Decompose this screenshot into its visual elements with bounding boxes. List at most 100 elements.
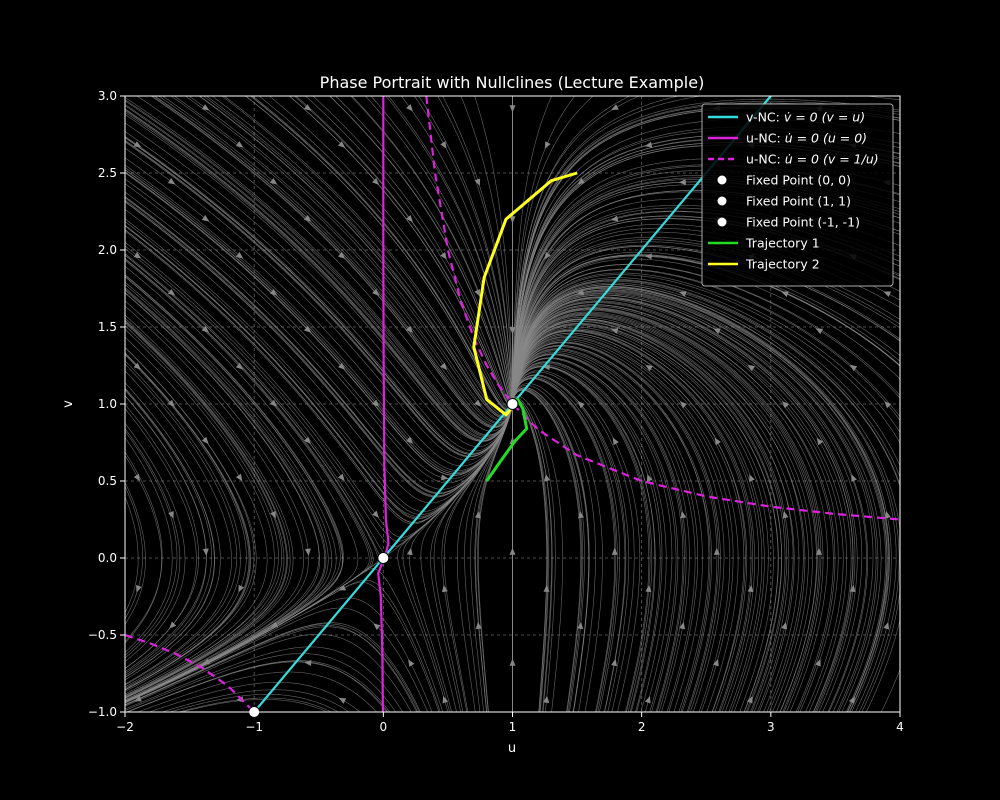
streamline — [410, 662, 433, 712]
streamline-arrow — [442, 695, 449, 704]
y-tick-label: −1.0 — [88, 705, 117, 719]
streamline — [757, 625, 786, 712]
streamline — [125, 97, 241, 183]
streamline — [137, 626, 419, 712]
streamline — [470, 408, 513, 663]
streamline — [716, 292, 900, 433]
streamline — [351, 96, 445, 220]
streamline — [387, 96, 479, 257]
streamline-arrow — [781, 291, 789, 297]
streamline — [512, 341, 718, 515]
streamline — [733, 662, 752, 712]
streamline — [666, 477, 696, 712]
legend-label: u-NC: u̇ = 0 (u = 0) — [746, 131, 867, 146]
streamline — [125, 440, 257, 692]
streamline-arrow — [714, 437, 721, 446]
streamline — [125, 428, 173, 515]
streamline — [512, 342, 718, 552]
streamline — [750, 403, 809, 712]
streamline — [611, 699, 615, 712]
streamline — [580, 96, 594, 109]
streamline — [125, 514, 215, 678]
streamline — [125, 229, 309, 405]
streamline — [125, 317, 139, 331]
streamline — [719, 588, 752, 712]
streamline — [578, 699, 581, 712]
streamline — [125, 329, 291, 699]
streamline — [512, 285, 888, 515]
streamline — [567, 514, 584, 712]
streamline — [597, 514, 618, 712]
streamline — [335, 96, 411, 183]
streamline — [545, 699, 547, 712]
streamline-arrow — [440, 252, 447, 260]
streamline — [716, 403, 774, 712]
streamline — [125, 353, 139, 368]
x-tick-label: 2 — [638, 720, 646, 734]
streamline — [852, 329, 900, 366]
streamline — [170, 96, 445, 368]
streamline — [125, 245, 139, 257]
streamline — [443, 551, 469, 712]
streamline — [125, 588, 275, 697]
streamline — [546, 96, 631, 183]
streamline — [512, 364, 655, 626]
streamline — [239, 218, 512, 452]
streamline — [206, 96, 411, 294]
streamline — [125, 481, 139, 515]
streamline — [636, 662, 649, 712]
streamline — [125, 477, 268, 695]
streamline — [818, 292, 900, 342]
streamline — [125, 551, 241, 688]
streamline — [125, 157, 207, 220]
streamline — [410, 366, 512, 440]
streamline — [444, 408, 512, 480]
streamline — [782, 551, 820, 712]
y-axis-label: v — [61, 400, 76, 408]
streamline — [295, 96, 411, 220]
streamline — [437, 96, 445, 109]
streamline — [512, 341, 719, 589]
streamline — [125, 274, 343, 552]
streamline — [512, 279, 854, 405]
streamline — [512, 326, 752, 479]
streamline — [512, 383, 581, 442]
streamline — [784, 329, 900, 444]
streamline — [763, 477, 800, 712]
streamline — [125, 403, 327, 702]
streamline — [444, 403, 512, 438]
streamline — [730, 477, 765, 712]
streamline — [151, 96, 377, 294]
streamline-arrow — [201, 325, 210, 333]
streamline-arrow — [782, 401, 790, 409]
streamline — [125, 141, 343, 331]
streamline — [136, 96, 207, 146]
streamline — [125, 288, 241, 405]
streamline-arrow — [372, 288, 380, 296]
streamline-arrow — [270, 510, 276, 519]
legend-label-text: Fixed Point (0, 0) — [746, 173, 851, 188]
legend-label: Fixed Point (-1, -1) — [746, 215, 860, 230]
streamline — [328, 96, 377, 146]
y-tick-label: 1.0 — [98, 397, 117, 411]
streamline — [125, 196, 411, 479]
streamline — [376, 256, 512, 418]
legend-label: Trajectory 1 — [745, 236, 820, 251]
streamline-arrow — [303, 104, 312, 111]
streamline — [475, 514, 488, 712]
streamline — [370, 96, 411, 146]
streamline — [125, 110, 343, 294]
streamline — [512, 302, 839, 663]
streamline — [478, 588, 489, 712]
streamline — [512, 108, 615, 401]
streamline-arrow — [269, 399, 277, 407]
streamline — [288, 96, 377, 183]
streamline — [250, 96, 479, 368]
streamline — [125, 440, 221, 681]
streamline-arrow — [167, 178, 176, 185]
streamline — [273, 145, 513, 416]
streamline — [512, 328, 759, 626]
streamline — [512, 315, 786, 479]
streamline — [886, 668, 900, 700]
streamline — [678, 699, 684, 712]
